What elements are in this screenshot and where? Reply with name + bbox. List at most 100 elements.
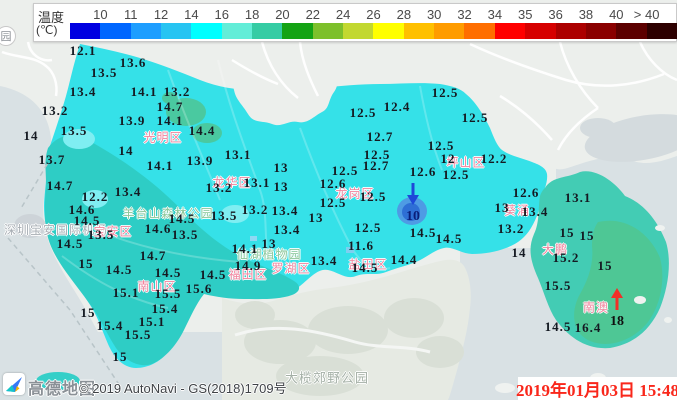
- temp-value-28: 13.5: [171, 227, 199, 242]
- temp-value-56: 11.6: [347, 238, 375, 253]
- temp-value-14: 13.7: [38, 152, 66, 167]
- temp-value-19: 13.4: [114, 184, 142, 199]
- legend-tick-34: 34: [487, 7, 503, 22]
- airport-grounds: [14, 214, 46, 238]
- legend-swatch-2: [130, 23, 162, 39]
- legend-tick-35: 35: [518, 7, 533, 22]
- legend-swatch-9: [343, 23, 374, 39]
- temperature-legend: 温度 (℃) 10 11 12 14 16 18 20 22 24 26 28 30 32 34 35 36 3…: [33, 3, 677, 42]
- legend-swatch-15: [525, 23, 556, 39]
- temp-zone-green-se: [574, 220, 663, 344]
- legend-title: 温度: [38, 10, 65, 25]
- legend-unit: (℃): [36, 23, 58, 37]
- legend-swatch-12: [434, 23, 465, 39]
- legend-swatch-5: [221, 23, 253, 39]
- temp-value-29: 13.5: [210, 208, 238, 223]
- legend-swatch-16: [555, 23, 586, 39]
- temp-value-77: 16.4: [574, 320, 602, 335]
- legend-swatch-19: [646, 23, 677, 39]
- legend-tick-11: 11: [123, 7, 138, 22]
- temp-value-23: 13.5: [87, 227, 115, 242]
- district-label-罗湖区: 罗湖区: [271, 261, 311, 276]
- temp-value-80: 14.5: [199, 267, 227, 282]
- district-label-葵涌: 葵涌: [503, 203, 531, 218]
- temp-value-62: 12.6: [512, 185, 540, 200]
- temp-value-48: 12.5: [363, 147, 391, 162]
- temp-value-75: 14.5: [351, 260, 379, 275]
- temp-value-27: 14.6: [144, 221, 172, 236]
- hk-hills: [235, 298, 464, 396]
- temp-value-73: 15: [597, 258, 613, 273]
- arrow-up-icon: [611, 288, 623, 310]
- temp-value-57: 13.4: [310, 253, 338, 268]
- arrow-down-icon: [407, 183, 419, 205]
- district-label-坪山区: 坪山区: [446, 155, 486, 170]
- roads-notch: [231, 41, 320, 99]
- park-label-大榄郊野公园: 大榄郊野公园: [284, 370, 370, 386]
- temp-value-35: 13: [273, 179, 289, 194]
- temp-value-53: 12.5: [359, 189, 387, 204]
- amap-logo-text[interactable]: 高德地图: [28, 381, 97, 398]
- legend-tick-28: 28: [396, 7, 412, 22]
- temp-value-55: 12.5: [354, 220, 382, 235]
- legend-tick-36: 36: [548, 7, 563, 22]
- temp-value-85: 15.4: [96, 318, 124, 333]
- legend-tick-22: 22: [305, 7, 321, 22]
- temp-value-25: 15: [78, 256, 94, 271]
- legend-tick-10: 10: [93, 7, 108, 22]
- temp-value-37: 13.4: [271, 203, 299, 218]
- legend-swatch-3: [161, 23, 192, 39]
- legend-swatches: [70, 23, 677, 39]
- temp-value-76: 15.5: [544, 278, 572, 293]
- temp-value-54: 12.5: [319, 195, 347, 210]
- temp-value-40: 14.1: [231, 241, 259, 256]
- temp-value-63: 13.1: [564, 190, 592, 205]
- temp-value-31: 14.5: [105, 262, 133, 277]
- temp-value-42: 13.4: [273, 222, 301, 237]
- temp-patch-light: [63, 129, 249, 223]
- temp-patch-green: [162, 92, 222, 143]
- temp-value-72: 15.2: [552, 250, 580, 265]
- park-circle-poi: 园: [0, 26, 16, 46]
- district-label-龙岗区: 龙岗区: [335, 186, 375, 201]
- temp-value-33: 13: [273, 160, 289, 175]
- temp-value-6: 14.7: [156, 99, 184, 114]
- temp-value-9: 14.1: [156, 113, 184, 128]
- legend-swatch-7: [282, 23, 313, 39]
- legend-swatch-10: [373, 23, 404, 39]
- cold-extreme-value: 10: [406, 209, 420, 224]
- temp-value-16: 14.1: [146, 158, 174, 173]
- temp-value-88: 15.5: [124, 327, 152, 342]
- temp-value-11: 13.5: [60, 123, 88, 138]
- temp-value-82: 15.5: [154, 286, 182, 301]
- legend-tick-16: 16: [214, 7, 229, 22]
- amap-logo[interactable]: [3, 373, 25, 395]
- temp-value-74: 14.4: [390, 252, 418, 267]
- temp-value-1: 13.6: [119, 55, 147, 70]
- amap-logo-icon: [6, 377, 22, 392]
- district-label-龙华区: 龙华区: [212, 175, 252, 190]
- temp-value-32: 13.1: [224, 147, 252, 162]
- temp-value-61: 12.5: [442, 167, 470, 182]
- temp-value-18: 12.2: [81, 189, 109, 204]
- roads-overlay: [61, 59, 443, 309]
- temp-value-50: 12.7: [362, 158, 390, 173]
- temp-value-20: 13.2: [205, 180, 233, 195]
- district-label-南山区: 南山区: [137, 279, 177, 294]
- temp-value-24: 14.5: [56, 236, 84, 251]
- temp-value-67: 14.5: [409, 225, 437, 240]
- warm-extreme-marker: 18: [610, 287, 624, 329]
- temp-value-52: 12.6: [319, 176, 347, 191]
- airport-label: 深圳宝安国际机场: [4, 223, 109, 237]
- temp-value-36: 13.2: [241, 202, 269, 217]
- temp-value-5: 13.2: [163, 84, 191, 99]
- warm-extreme-value: 18: [610, 314, 624, 329]
- temp-value-49: 12.5: [331, 163, 359, 178]
- temp-value-84: 15: [80, 305, 96, 320]
- legend-swatch-18: [616, 23, 647, 39]
- temp-value-3: 13.4: [69, 84, 97, 99]
- temp-value-51: 12.6: [409, 164, 437, 179]
- temp-value-46: 12.7: [366, 129, 394, 144]
